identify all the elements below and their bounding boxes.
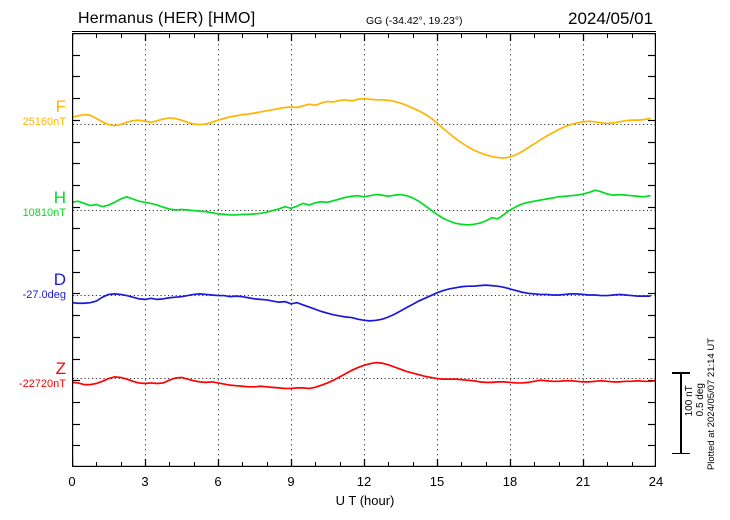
- trace-z: [72, 361, 656, 390]
- scale-bar-bottom-cap: [672, 452, 690, 454]
- trace-h: [72, 189, 651, 226]
- x-tick-label: 24: [648, 474, 664, 489]
- data-traces: [72, 97, 656, 390]
- x-tick-label: 6: [214, 474, 222, 489]
- plotted-at-timestamp: Plotted at 2024/05/07 21:14 UT: [706, 338, 717, 471]
- component-baseline-value: -22720nT: [18, 378, 66, 390]
- component-symbol: F: [55, 97, 66, 116]
- component-baseline-value: -27.0deg: [22, 289, 66, 301]
- x-tick-label: 3: [141, 474, 149, 489]
- x-tick-label: 15: [429, 474, 445, 489]
- component-label-h: H 10810nT: [0, 189, 66, 220]
- x-tick-label: 12: [356, 474, 372, 489]
- component-baseline-value: 10810nT: [22, 207, 66, 219]
- component-label-f: F 25160nT: [0, 98, 66, 129]
- station-title: Hermanus (HER) [HMO]: [78, 10, 256, 27]
- plot-frame: [72, 33, 656, 467]
- x-tick-label: 9: [287, 474, 295, 489]
- component-symbol: D: [53, 270, 66, 289]
- component-label-z: Z -22720nT: [0, 360, 66, 391]
- component-symbol: H: [53, 188, 66, 207]
- component-baseline-value: 25160nT: [22, 116, 66, 128]
- x-tick-label: 21: [575, 474, 591, 489]
- x-tick-label: 18: [502, 474, 518, 489]
- magnetogram-plot-area: [72, 33, 656, 467]
- geographic-coordinates: GG (-34.42°, 19.23°): [366, 15, 463, 27]
- trace-d: [72, 284, 651, 322]
- x-axis-title: U T (hour): [335, 493, 395, 508]
- scale-bar-line: [680, 372, 682, 454]
- trace-f: [72, 97, 651, 159]
- grid-lines: [145, 34, 584, 466]
- magnetogram-svg: [72, 33, 656, 467]
- x-tick-label: 0: [68, 474, 76, 489]
- observation-date: 2024/05/01: [568, 9, 654, 28]
- scale-deg-label: 0.5 deg: [695, 383, 706, 417]
- scale-nt-label: 100 nT: [684, 385, 695, 417]
- component-symbol: Z: [55, 359, 66, 378]
- header-divider: [72, 31, 656, 32]
- component-label-d: D -27.0deg: [0, 271, 66, 302]
